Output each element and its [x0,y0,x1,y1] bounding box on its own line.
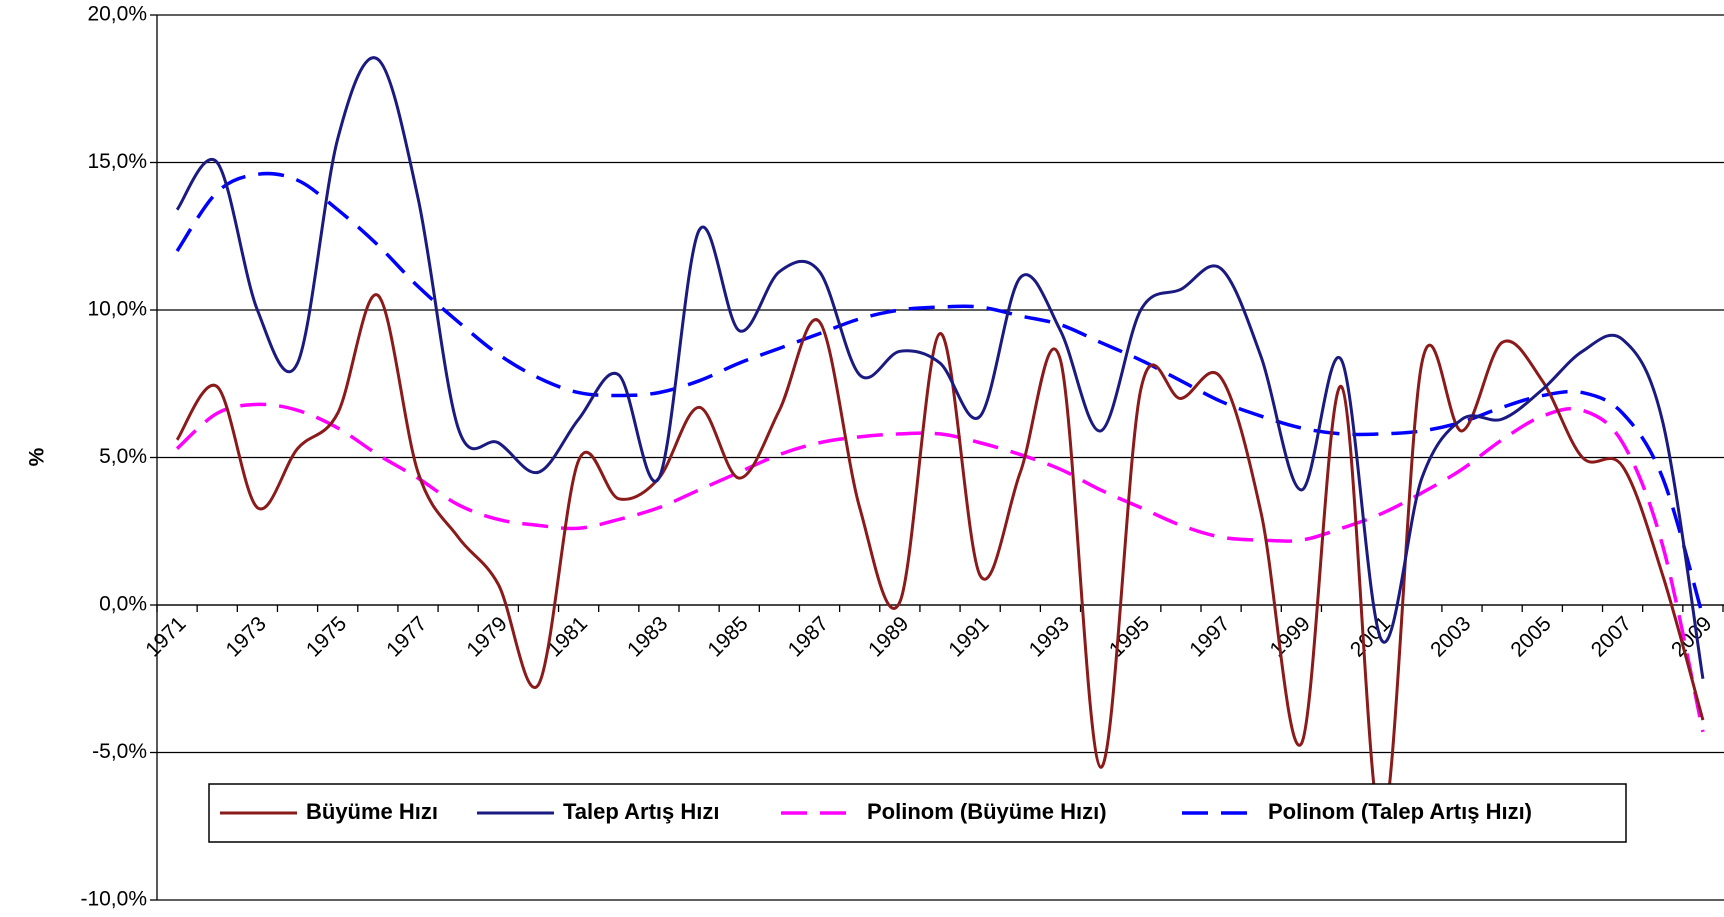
series-line [175,293,1705,828]
x-tick-label: 2005 [1506,612,1555,661]
series-line [175,402,1705,733]
y-tick-label: 15,0% [87,150,147,173]
x-tick-label: 1971 [141,612,190,661]
x-tick-label: 1997 [1185,612,1234,661]
series-line [175,171,1705,618]
y-tick-label: 0,0% [99,593,147,616]
y-tick-label: -5,0% [92,740,147,763]
x-tick-label: 2007 [1587,612,1636,661]
legend-box [208,783,1627,843]
x-tick-label: 1999 [1266,612,1315,661]
x-tick-label: 1991 [944,612,993,661]
legend-label: Büyüme Hızı [306,799,438,824]
y-tick-label: 10,0% [87,298,147,321]
x-tick-label: 2003 [1426,612,1475,661]
x-tick-label: 1973 [222,612,271,661]
x-tick-label: 1993 [1025,612,1074,661]
legend-label: Polinom (Talep Artış Hızı) [1268,799,1532,824]
series-line [175,56,1705,679]
x-tick-label: 1985 [703,612,752,661]
x-tick-label: 1977 [382,612,431,661]
y-tick-label: -10,0% [80,888,147,911]
x-tick-label: 1987 [784,612,833,661]
x-tick-label: 1979 [462,612,511,661]
plot-lines [175,56,1705,828]
legend-label: Talep Artış Hızı [563,799,719,824]
x-tick-label: 1983 [623,612,672,661]
y-axis-label: % [26,447,49,466]
x-tick-label: 1989 [864,612,913,661]
x-tick-label: 1975 [302,612,351,661]
y-tick-label: 5,0% [99,445,147,468]
y-tick-label: 20,0% [87,3,147,26]
legend-label: Polinom (Büyüme Hızı) [867,799,1107,824]
x-tick-label: 1995 [1105,612,1154,661]
